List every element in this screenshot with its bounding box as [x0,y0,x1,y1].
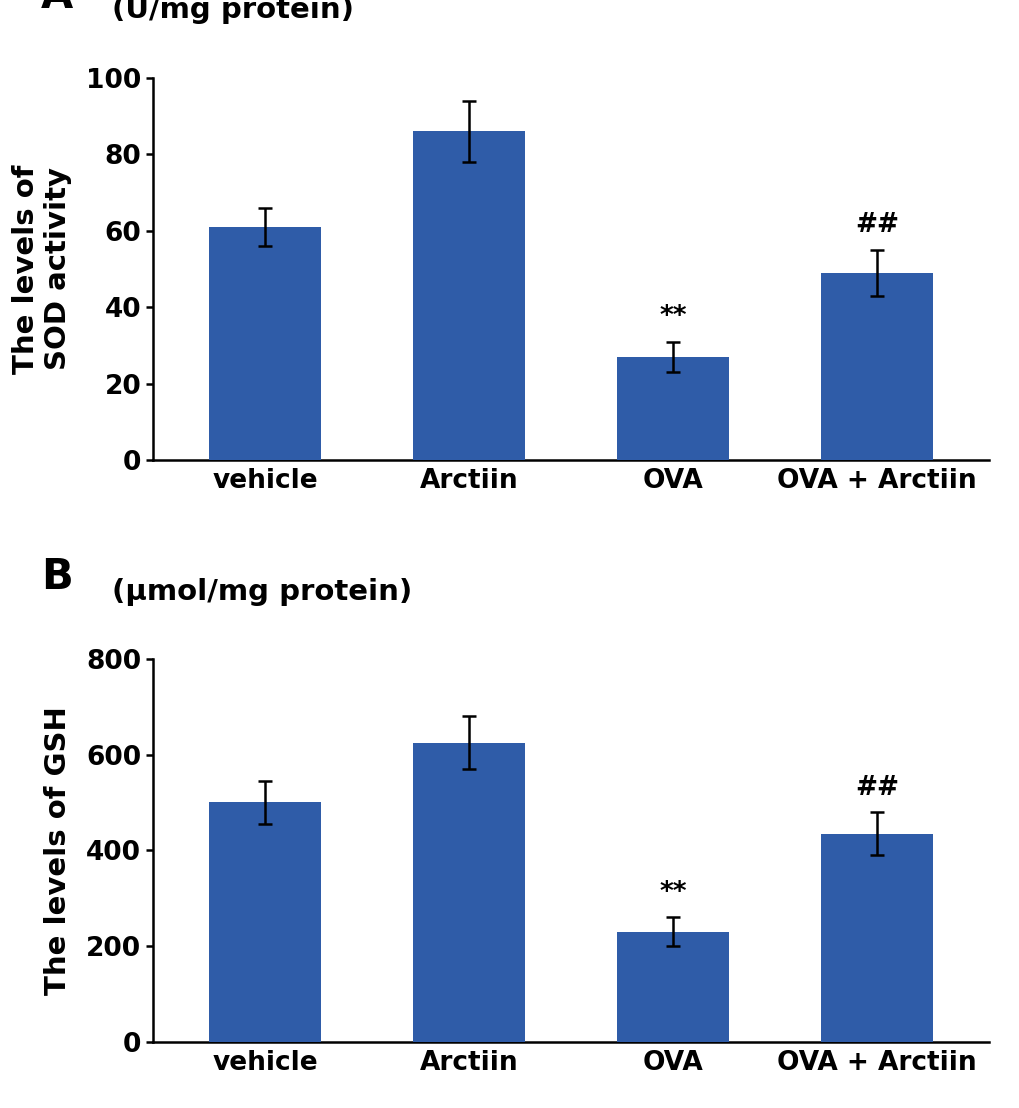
Text: **: ** [659,304,686,330]
Text: ##: ## [854,774,899,801]
Text: (μmol/mg protein): (μmol/mg protein) [112,577,412,606]
Text: A: A [41,0,73,17]
Bar [616,932,729,1042]
Bar [820,833,932,1042]
Text: (U/mg protein): (U/mg protein) [112,0,354,24]
Text: B: B [41,556,72,598]
Text: ##: ## [854,213,899,238]
Y-axis label: The levels of
SOD activity: The levels of SOD activity [11,164,72,373]
Bar [209,802,321,1042]
Bar [616,357,729,460]
Bar [413,131,525,460]
Text: **: ** [659,880,686,905]
Y-axis label: The levels of GSH: The levels of GSH [44,706,72,995]
Bar [820,273,932,460]
Bar [209,227,321,460]
Bar [413,742,525,1042]
